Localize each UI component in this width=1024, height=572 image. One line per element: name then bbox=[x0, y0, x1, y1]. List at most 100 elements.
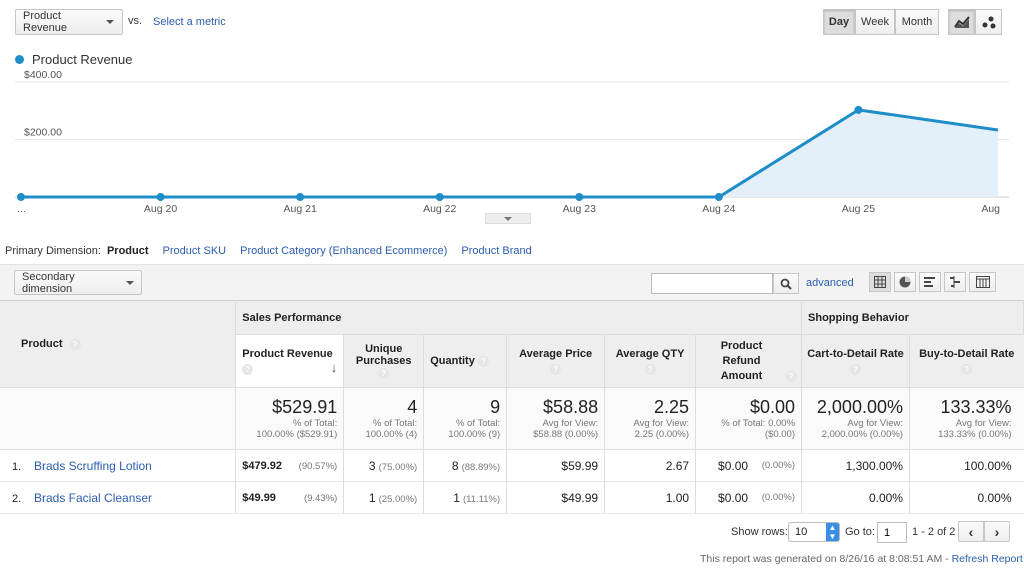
quantity-cell: 8 (88.89%) bbox=[423, 449, 508, 482]
search-button[interactable] bbox=[773, 273, 799, 294]
x-tick-label: Aug 24 bbox=[702, 203, 735, 215]
total-sub: 100.00% (4) bbox=[365, 429, 418, 440]
col-product-revenue[interactable]: Product Revenue ↓ ? bbox=[235, 334, 345, 388]
report-footer: This report was generated on 8/26/16 at … bbox=[700, 553, 1023, 565]
product-link[interactable]: Brads Scruffing Lotion bbox=[34, 458, 152, 473]
quantity-value: 1 bbox=[453, 490, 460, 505]
avg-qty-cell: 1.00 bbox=[604, 481, 697, 514]
cart-detail-cell: 1,300.00% bbox=[801, 449, 910, 482]
motion-chart-icon bbox=[982, 16, 995, 29]
help-icon[interactable]: ? bbox=[961, 363, 973, 375]
help-icon[interactable]: ? bbox=[477, 356, 489, 367]
chevron-left-icon: ‹ bbox=[968, 523, 974, 540]
purchases-value: 1 bbox=[368, 490, 376, 505]
col-label: Cart-to-Detail Rate bbox=[807, 347, 904, 360]
col-label: Average QTY bbox=[615, 347, 685, 360]
total-cell: $0.00% of Total: 0.00% ($0.00) bbox=[695, 387, 803, 450]
col-average-price[interactable]: Average Price ? bbox=[506, 334, 606, 388]
table-view-button[interactable] bbox=[869, 272, 891, 292]
dimension-product-category[interactable]: Product Category (Enhanced Ecommerce) bbox=[240, 245, 448, 257]
help-icon[interactable]: ? bbox=[644, 363, 656, 375]
metric-select[interactable]: Product Revenue bbox=[15, 9, 123, 35]
help-icon[interactable]: ? bbox=[69, 339, 81, 350]
dimension-product[interactable]: Product bbox=[106, 245, 149, 257]
table-row: 1. Brads Scruffing Lotion $479.92 (90.57%)… bbox=[0, 449, 1024, 482]
total-sub: 2,000.00% (0.00%) bbox=[821, 429, 903, 440]
quantity-value: 8 bbox=[451, 458, 459, 473]
total-value: $529.91 bbox=[272, 397, 338, 417]
data-point bbox=[854, 105, 863, 114]
total-sub: ($0.00) bbox=[764, 429, 796, 440]
week-button[interactable]: Week bbox=[855, 9, 895, 35]
pivot-view-button[interactable] bbox=[969, 272, 996, 292]
dimension-product-brand[interactable]: Product Brand bbox=[461, 245, 532, 257]
day-button[interactable]: Day bbox=[823, 9, 855, 35]
col-cart-to-detail[interactable]: Cart-to-Detail Rate ? bbox=[801, 334, 910, 388]
purchases-cell: 1 (25.00%) bbox=[343, 481, 425, 514]
col-label: Quantity bbox=[430, 355, 475, 367]
chart-collapse-handle[interactable] bbox=[485, 213, 531, 224]
chevron-down-icon bbox=[126, 280, 134, 285]
col-quantity[interactable]: Quantity ? bbox=[423, 334, 508, 388]
bar-view-button[interactable] bbox=[919, 272, 941, 292]
select-metric-link[interactable]: Select a metric bbox=[153, 16, 226, 28]
dimension-product-sku[interactable]: Product SKU bbox=[162, 245, 227, 257]
total-sub: % of Total: 0.00% bbox=[721, 418, 796, 429]
goto-input[interactable] bbox=[877, 522, 907, 543]
search-icon bbox=[780, 278, 792, 290]
month-label: Month bbox=[901, 16, 933, 28]
refund-pct: (0.00%) bbox=[761, 459, 796, 471]
secondary-dimension-select[interactable]: Secondary dimension bbox=[14, 270, 142, 295]
help-icon[interactable]: ? bbox=[378, 368, 390, 379]
x-tick-label: Aug 25 bbox=[842, 203, 875, 215]
col-average-qty[interactable]: Average QTY ? bbox=[604, 334, 697, 388]
search-input[interactable] bbox=[651, 273, 773, 294]
pie-view-button[interactable] bbox=[894, 272, 916, 292]
total-sub: 100.00% ($529.91) bbox=[256, 429, 338, 440]
week-label: Week bbox=[861, 16, 889, 28]
total-sub: Avg for View: bbox=[542, 418, 599, 429]
total-cell: 2,000.00% Avg for View: 2,000.00% (0.00%) bbox=[801, 387, 910, 450]
generated-text: This report was generated on 8/26/16 at … bbox=[700, 553, 949, 565]
refund-cell: $0.00 (0.00%) bbox=[695, 449, 803, 482]
data-point bbox=[714, 193, 723, 201]
advanced-link[interactable]: advanced bbox=[806, 277, 854, 289]
col-label: Average Price bbox=[519, 347, 593, 360]
data-point bbox=[156, 193, 165, 201]
avg-price-cell: $49.99 bbox=[506, 481, 606, 514]
y-tick-label: $400.00 bbox=[24, 70, 62, 81]
prev-page-button[interactable]: ‹ bbox=[958, 521, 984, 542]
revenue-pct: (90.57%) bbox=[298, 460, 338, 472]
data-point bbox=[17, 193, 25, 201]
group-header-row: Product ? Sales Performance Shopping Beh… bbox=[0, 300, 1024, 388]
col-unique-purchases[interactable]: Unique Purchases ? bbox=[343, 334, 425, 388]
help-icon[interactable]: ? bbox=[850, 363, 861, 375]
product-link[interactable]: Brads Facial Cleanser bbox=[34, 490, 153, 505]
total-value: $0.00 bbox=[749, 397, 796, 417]
help-icon[interactable]: ? bbox=[242, 363, 254, 375]
product-column-header[interactable]: Product ? bbox=[0, 300, 237, 388]
purchases-pct: (75.00%) bbox=[378, 461, 418, 473]
col-label: Buy-to-Detail Rate bbox=[919, 347, 1015, 360]
total-value: 133.33% bbox=[940, 397, 1012, 417]
total-sub: % of Total: bbox=[293, 418, 338, 429]
refresh-report-link[interactable]: Refresh Report bbox=[951, 553, 1023, 565]
next-page-button[interactable]: › bbox=[984, 521, 1010, 542]
data-point bbox=[575, 193, 584, 201]
motion-chart-button[interactable] bbox=[975, 9, 1002, 35]
col-buy-to-detail[interactable]: Buy-to-Detail Rate ? bbox=[909, 335, 1023, 388]
chevron-down-icon bbox=[504, 216, 512, 221]
total-value: 4 bbox=[407, 397, 418, 417]
comparison-view-button[interactable] bbox=[944, 272, 966, 292]
help-icon[interactable]: ? bbox=[785, 370, 797, 382]
total-cell: 9% of Total: 100.00% (9) bbox=[423, 387, 508, 450]
help-icon[interactable]: ? bbox=[550, 363, 562, 375]
show-rows-select[interactable]: 10 ▲ ▼ bbox=[788, 522, 840, 542]
line-chart-button[interactable] bbox=[948, 9, 975, 35]
col-product-refund-amount[interactable]: Product Refund Amount ? bbox=[695, 334, 803, 388]
total-sub: % of Total: bbox=[373, 418, 418, 429]
month-button[interactable]: Month bbox=[895, 9, 939, 35]
revenue-cell: $479.92 (90.57%) bbox=[235, 449, 345, 482]
totals-row: $529.91% of Total: 100.00% ($529.91) 4% o… bbox=[0, 387, 1024, 450]
chevron-down-icon bbox=[106, 20, 114, 24]
